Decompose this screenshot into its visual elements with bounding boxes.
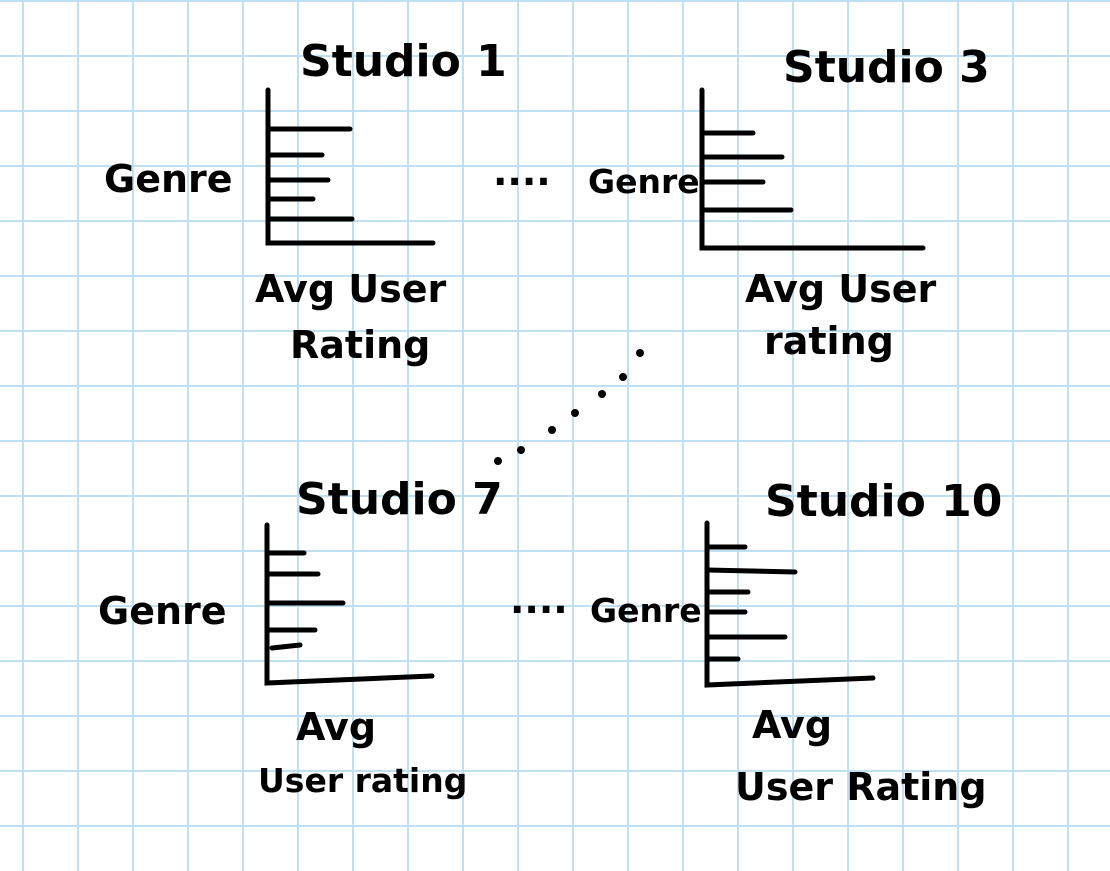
x-axis-label-line1: Avg — [296, 705, 376, 749]
ellipsis-dot — [598, 390, 606, 398]
bar — [704, 567, 798, 575]
x-axis-label-line2: rating — [764, 319, 894, 363]
ellipsis-dot — [636, 349, 644, 357]
y-axis-label: Genre — [588, 162, 700, 201]
ellipsis-bottom: .... — [510, 578, 568, 622]
bar — [269, 642, 303, 651]
y-axis-label: Genre — [104, 157, 233, 201]
ellipsis-dot — [494, 457, 502, 465]
x-axis-label-line1: Avg User — [255, 267, 447, 311]
diagonal-ellipsis — [494, 349, 644, 465]
panel-studio-3: Studio 3 Genre Avg User rating — [588, 42, 990, 363]
y-axis-label: Genre — [98, 589, 227, 633]
panel-studio-7: Studio 7 Genre Avg User rating — [98, 474, 503, 800]
x-axis-label-line2: Rating — [290, 323, 430, 367]
axes — [699, 87, 926, 251]
panel-studio-1: Studio 1 Genre Avg User Rating — [104, 36, 507, 367]
panel-studio-10: Studio 10 Genre Avg User Rating — [590, 476, 1002, 809]
x-axis-label-line2: User Rating — [735, 765, 987, 809]
axes — [265, 87, 436, 246]
panel-title: Studio 3 — [783, 42, 990, 93]
x-axis-label-line1: Avg — [752, 703, 832, 747]
x-axis-label-line1: Avg User — [745, 267, 937, 311]
axes — [264, 522, 435, 686]
ellipsis-dot — [571, 409, 579, 417]
panel-title: Studio 10 — [765, 476, 1002, 527]
panel-title: Studio 7 — [296, 474, 503, 525]
ellipsis-top: .... — [493, 150, 551, 194]
ellipsis-dot — [619, 373, 627, 381]
ellipsis-dot — [548, 426, 556, 434]
ellipsis-dot — [517, 446, 525, 454]
x-axis-label-line2: User rating — [258, 761, 467, 800]
axes — [704, 520, 876, 688]
panel-title: Studio 1 — [300, 36, 507, 87]
y-axis-label: Genre — [590, 591, 702, 630]
